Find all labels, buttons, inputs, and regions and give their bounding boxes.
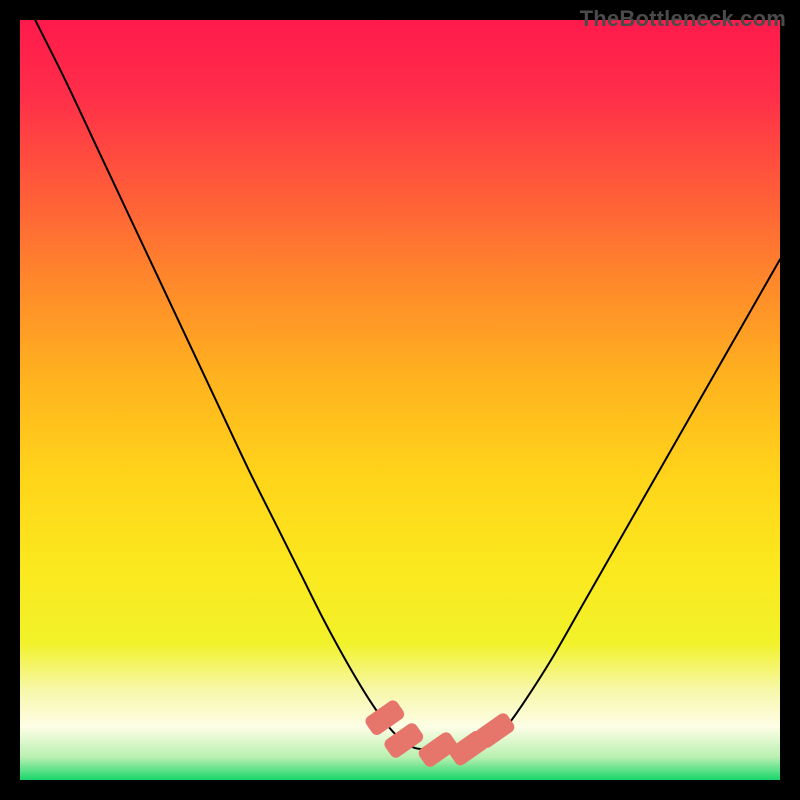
chart-background [20,20,780,780]
watermark-label: TheBottleneck.com [580,6,786,32]
bottleneck-chart [0,0,800,800]
chart-container: TheBottleneck.com [0,0,800,800]
